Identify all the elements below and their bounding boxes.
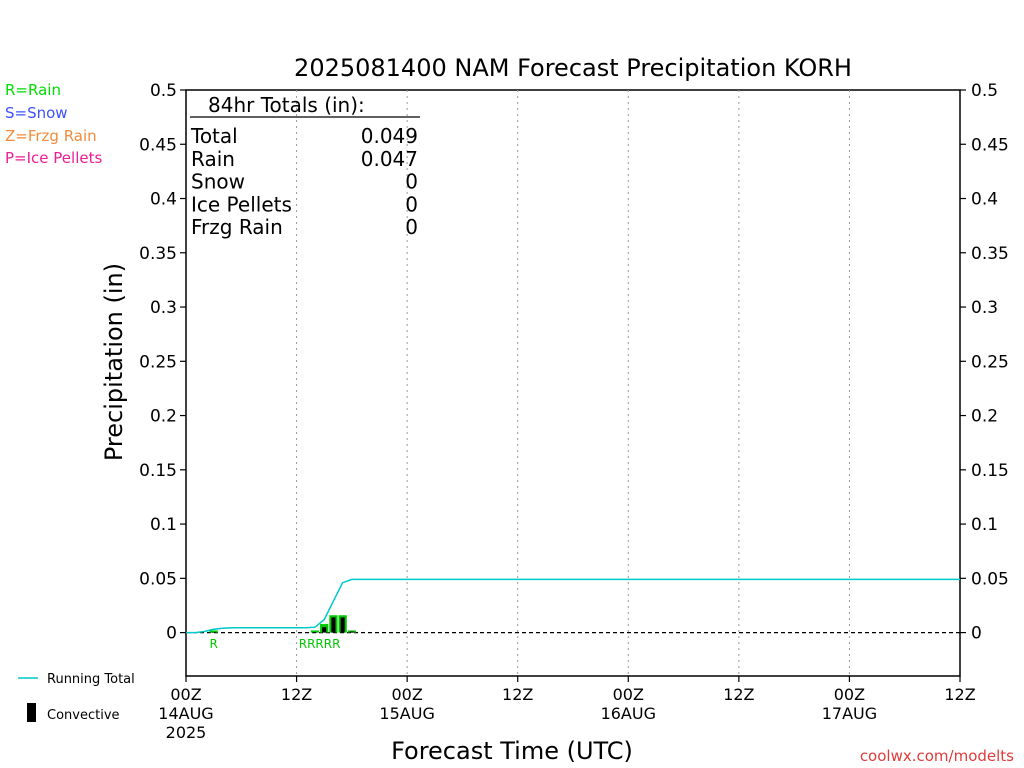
y-tick-label-right: 0.15 <box>971 461 1009 481</box>
y-tick-label-left: 0.3 <box>150 298 177 318</box>
x-tick-sublabel: 17AUG <box>822 704 877 723</box>
totals-row-value: 0 <box>405 170 418 194</box>
x-tick-sublabel: 2025 <box>166 723 207 742</box>
x-axis-label: Forecast Time (UTC) <box>391 737 633 765</box>
totals-row-label: Frzg Rain <box>191 215 283 239</box>
legend-ice-pellets: P=Ice Pellets <box>5 149 102 167</box>
y-tick-label-left: 0.35 <box>139 244 177 264</box>
plot-frame <box>185 89 961 677</box>
totals-row-label: Snow <box>191 170 245 194</box>
running-total-line <box>186 578 960 634</box>
totals-header: 84hr Totals (in): <box>208 93 365 117</box>
x-tick-sublabel: 14AUG <box>158 704 213 723</box>
x-tick-label: 12Z <box>502 685 533 704</box>
x-tick-label: 00Z <box>613 685 644 704</box>
convective-bar <box>211 632 216 633</box>
legend-rain: R=Rain <box>5 81 61 99</box>
precip-bar <box>209 630 218 633</box>
ptype-legend: R=Rain S=Snow Z=Frzg Rain P=Ice Pellets <box>5 81 102 167</box>
totals-box: 84hr Totals (in): Total 0.049 Rain 0.047 Sno… <box>190 93 420 239</box>
totals-row-value: 0 <box>405 192 418 216</box>
chart-title: 2025081400 NAM Forecast Precipitation KO… <box>294 54 852 82</box>
y-tick-label-left: 0 <box>166 624 177 644</box>
totals-row-value: 0.049 <box>361 124 418 148</box>
gridlines <box>186 90 960 676</box>
x-tick-label: 00Z <box>170 685 201 704</box>
x-tick-label: 00Z <box>834 685 865 704</box>
totals-row-value: 0.047 <box>361 147 418 171</box>
x-tick-sublabel: 15AUG <box>379 704 434 723</box>
x-tick-label: 00Z <box>391 685 422 704</box>
y-tick-label-right: 0.2 <box>971 407 998 427</box>
credit-text: coolwx.com/modelts <box>860 747 1014 765</box>
ptype-marker: RRRRR <box>299 637 341 651</box>
y-axis-ticks: 0 00.05 0.050.1 0.10.15 0.150.2 0.20.25 0.250.… <box>139 81 1009 644</box>
y-tick-label-right: 0.4 <box>971 190 998 210</box>
ptype-marker: R <box>209 637 217 651</box>
y-axis-label: Precipitation (in) <box>100 263 128 461</box>
y-tick-label-right: 0.25 <box>971 352 1009 372</box>
y-tick-label-left: 0.2 <box>150 407 177 427</box>
series-legend: Running Total Convective <box>18 672 135 723</box>
y-tick-label-right: 0 <box>971 624 982 644</box>
x-tick-sublabel: 16AUG <box>601 704 656 723</box>
precip-bars <box>209 615 357 633</box>
x-tick-label: 12Z <box>944 685 975 704</box>
y-tick-label-right: 0.45 <box>971 135 1009 155</box>
x-tick-label: 12Z <box>723 685 754 704</box>
totals-row-label: Ice Pellets <box>191 192 292 216</box>
y-tick-label-left: 0.5 <box>150 81 177 101</box>
y-tick-label-right: 0.05 <box>971 569 1009 589</box>
y-tick-label-left: 0.25 <box>139 352 177 372</box>
y-tick-label-left: 0.1 <box>150 515 177 535</box>
running-total-polyline <box>186 578 960 634</box>
totals-row-value: 0 <box>405 215 418 239</box>
y-tick-label-left: 0.05 <box>139 569 177 589</box>
convective-bar <box>349 631 354 633</box>
totals-row-label: Total <box>190 124 238 148</box>
totals-row-label: Rain <box>191 147 235 171</box>
convective-bar <box>340 617 345 633</box>
precip-bar <box>310 630 320 633</box>
convective-bar <box>322 627 327 633</box>
convective-swatch <box>27 703 36 722</box>
y-tick-label-right: 0.35 <box>971 244 1009 264</box>
ptype-markers: R RRRRR <box>209 637 340 651</box>
running-total-label: Running Total <box>47 672 135 687</box>
convective-bar <box>331 617 336 633</box>
y-tick-label-right: 0.1 <box>971 515 998 535</box>
y-tick-label-left: 0.15 <box>139 461 177 481</box>
convective-label: Convective <box>47 708 120 723</box>
x-tick-label: 12Z <box>281 685 312 704</box>
y-tick-label-left: 0.4 <box>150 190 177 210</box>
legend-frzg-rain: Z=Frzg Rain <box>5 127 97 145</box>
legend-snow: S=Snow <box>5 104 68 122</box>
y-tick-label-right: 0.5 <box>971 81 998 101</box>
y-tick-label-left: 0.45 <box>139 135 177 155</box>
y-tick-label-right: 0.3 <box>971 298 998 318</box>
convective-bar <box>312 632 318 633</box>
